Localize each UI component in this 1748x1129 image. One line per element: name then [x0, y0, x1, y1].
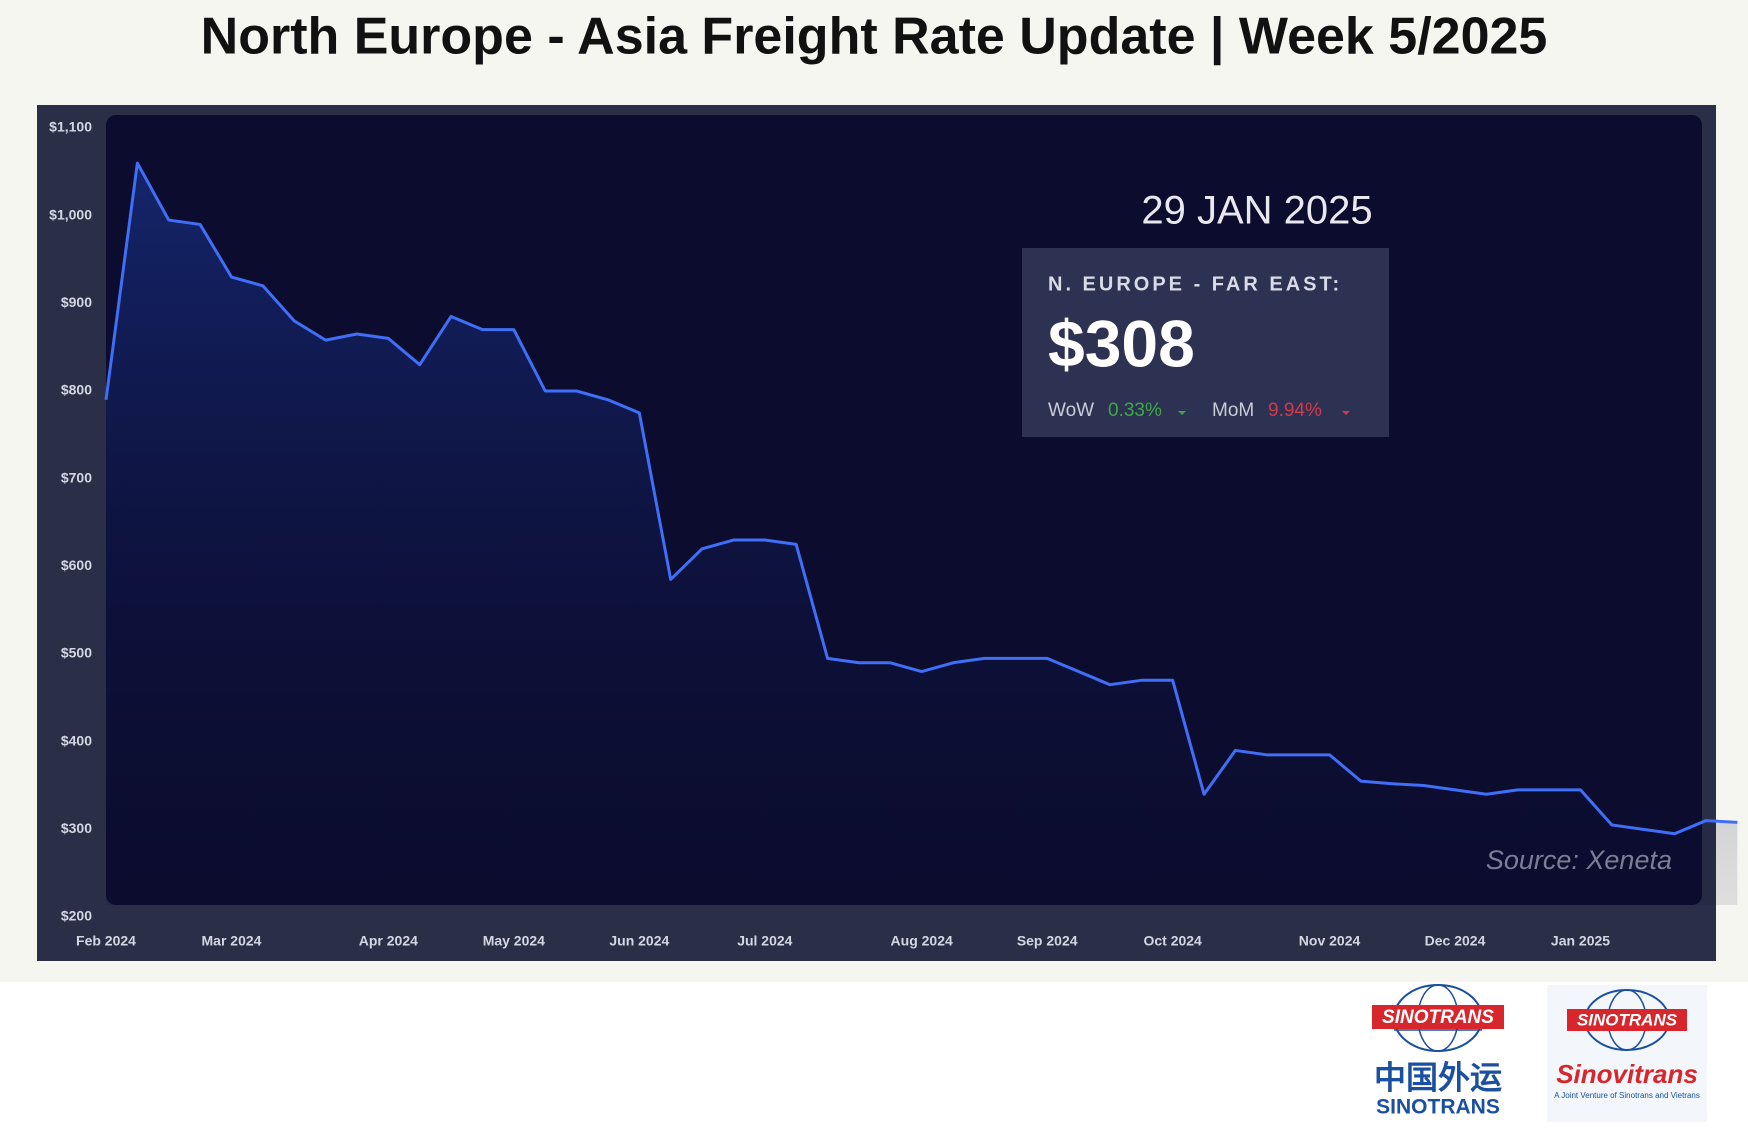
- y-tick-label: $400: [61, 732, 92, 748]
- y-tick-label: $600: [61, 557, 92, 573]
- y-tick-label: $300: [61, 820, 92, 836]
- mom-label: MoM: [1212, 400, 1254, 421]
- y-tick-label: $1,000: [49, 206, 92, 222]
- wow-arrow: [1178, 411, 1186, 415]
- x-tick-label: Jan 2025: [1551, 933, 1610, 949]
- x-tick-label: Dec 2024: [1425, 933, 1486, 949]
- x-tick-label: Jul 2024: [737, 933, 792, 949]
- logo-sinovitrans: SINOTRANS Sinovitrans A Joint Venture of…: [1547, 985, 1707, 1122]
- x-tick-label: Jun 2024: [609, 933, 669, 949]
- wow-label: WoW: [1048, 400, 1094, 421]
- wow-value: 0.33%: [1108, 400, 1162, 421]
- line-series: [104, 161, 1738, 836]
- y-tick-label: $800: [61, 382, 92, 398]
- annotation-rate: $308: [1048, 306, 1195, 380]
- annotation-route: N. EUROPE - FAR EAST:: [1048, 273, 1342, 295]
- logo-name: SINOTRANS: [1376, 1096, 1500, 1119]
- mom-value: 9.94%: [1268, 400, 1322, 421]
- logo-badge: SINOTRANS: [1382, 1007, 1494, 1028]
- logo-tagline: A Joint Venture of Sinotrans and Vietran…: [1554, 1091, 1700, 1100]
- y-tick-label: $500: [61, 645, 92, 661]
- x-tick-label: Apr 2024: [359, 933, 418, 949]
- source-note: Source: Xeneta: [1486, 845, 1672, 875]
- logo-sinotrans: SINOTRANS 中国外运 SINOTRANS: [1372, 984, 1504, 1119]
- x-tick-label: Feb 2024: [76, 933, 136, 949]
- plot-layer: $200 $300 $400 $500 $600 $700 $800 $900 $1,000 $1…: [49, 119, 1738, 949]
- y-tick-label: $200: [61, 908, 92, 924]
- x-tick-label: Oct 2024: [1143, 933, 1202, 949]
- y-tick-label: $700: [61, 469, 92, 485]
- annotation-box: [1022, 248, 1389, 437]
- y-tick-label: $1,100: [49, 119, 92, 135]
- logo-badge: SINOTRANS: [1577, 1010, 1678, 1029]
- x-tick-label: Sep 2024: [1017, 933, 1078, 949]
- logo-chinese: 中国外运: [1374, 1059, 1502, 1095]
- line-area: [106, 163, 1738, 906]
- x-tick-label: May 2024: [483, 933, 545, 949]
- x-tick-label: Aug 2024: [891, 933, 953, 949]
- x-tick-label: Mar 2024: [202, 933, 262, 949]
- x-tick-label: Nov 2024: [1299, 933, 1361, 949]
- annotation-date: 29 JAN 2025: [1141, 189, 1372, 233]
- mom-arrow: [1342, 411, 1350, 415]
- chart-title: North Europe - Asia Freight Rate Update …: [201, 8, 1548, 66]
- logo-name: Sinovitrans: [1556, 1059, 1698, 1089]
- y-tick-label: $900: [61, 294, 92, 310]
